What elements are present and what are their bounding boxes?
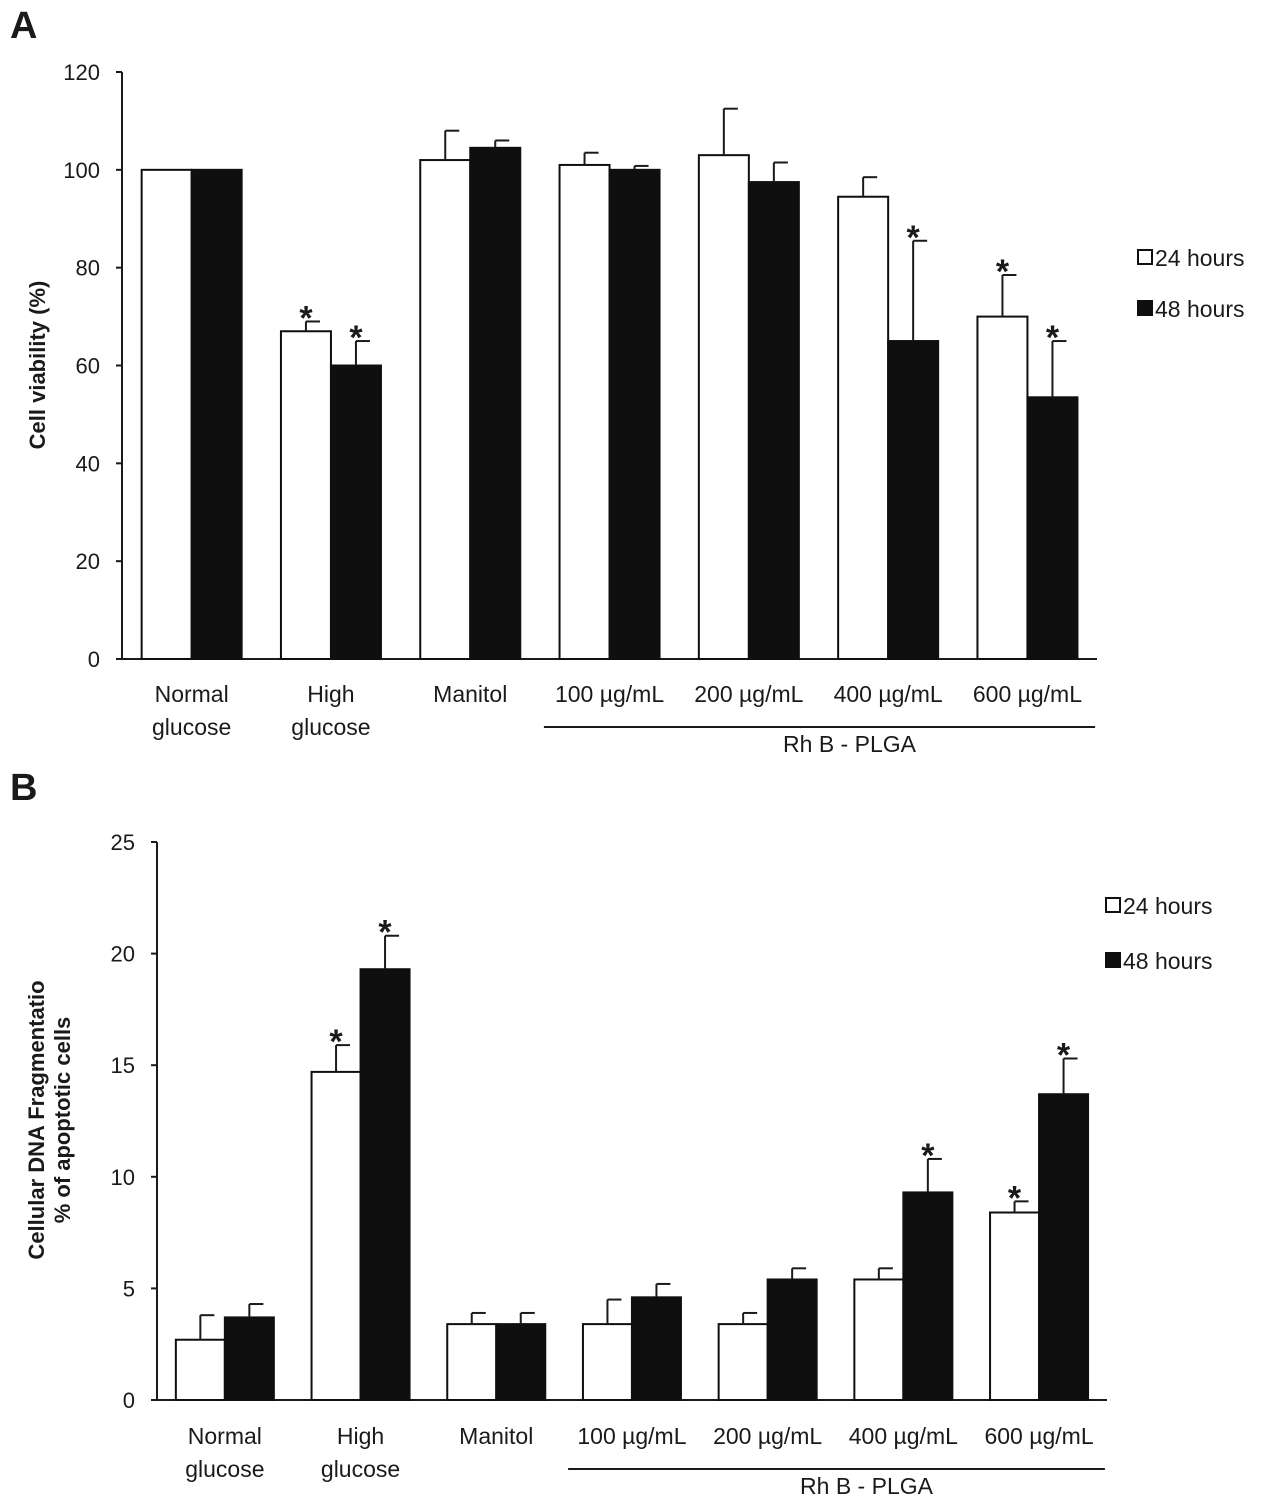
panel-label: B xyxy=(10,767,37,809)
bar-48h xyxy=(495,1323,547,1402)
category-label: 200 µg/mL xyxy=(694,681,803,707)
bar-48h xyxy=(630,1296,682,1401)
category-label: 600 µg/mL xyxy=(984,1423,1093,1449)
bar-24h xyxy=(140,168,193,660)
legend-label: 24 hours xyxy=(1155,245,1245,271)
bar-48h xyxy=(469,146,522,660)
y-tick-label: 0 xyxy=(88,647,100,672)
bar-24h xyxy=(837,195,890,661)
group-label: Rh B - PLGA xyxy=(800,1473,934,1499)
category-label: glucose xyxy=(185,1456,264,1482)
category-label: 100 µg/mL xyxy=(577,1423,686,1449)
bar-48h xyxy=(1038,1093,1090,1401)
category-label: glucose xyxy=(152,714,231,740)
y-tick-label: 60 xyxy=(76,354,100,379)
bar-24h xyxy=(279,330,332,660)
legend-swatch-24h xyxy=(1137,249,1153,265)
category-label: High xyxy=(307,681,354,707)
category-label: Normal xyxy=(155,681,229,707)
category-label: glucose xyxy=(291,714,370,740)
significance-marker: * xyxy=(921,1137,935,1175)
y-tick-label: 120 xyxy=(63,60,100,85)
y-tick-label: 20 xyxy=(111,942,135,967)
bar-24h xyxy=(558,163,611,660)
y-tick-label: 40 xyxy=(76,451,100,476)
y-tick-label: 15 xyxy=(111,1053,135,1078)
bar-24h xyxy=(989,1211,1041,1401)
bar-48h xyxy=(359,968,411,1401)
category-label: High xyxy=(337,1423,384,1449)
legend-label: 48 hours xyxy=(1155,296,1245,322)
bar-48h xyxy=(902,1191,954,1401)
bar-24h xyxy=(853,1278,905,1402)
group-label: Rh B - PLGA xyxy=(783,731,917,757)
category-label: glucose xyxy=(321,1456,400,1482)
y-tick-label: 0 xyxy=(123,1388,135,1413)
significance-marker: * xyxy=(378,914,392,952)
significance-marker: * xyxy=(1046,319,1060,357)
y-tick-label: 80 xyxy=(76,256,100,281)
bar-48h xyxy=(190,168,243,660)
chart-panel-a: A 0 20 40 60 80 100 120 Cell viability (%) Normal… xyxy=(10,5,1245,757)
significance-marker: * xyxy=(907,219,921,257)
legend-swatch-24h xyxy=(1105,897,1121,913)
legend: 24 hours 48 hours xyxy=(1137,245,1245,322)
legend-label: 48 hours xyxy=(1123,948,1213,974)
y-axis-label-line: Cell viability (%) xyxy=(25,281,50,450)
significance-marker: * xyxy=(299,299,313,337)
panel-label: A xyxy=(10,5,37,47)
bar-24h xyxy=(581,1323,633,1402)
y-axis-label: Cellular DNA Fragmentatio% of apoptotic … xyxy=(24,980,75,1259)
bar-48h xyxy=(223,1316,275,1402)
bar-48h xyxy=(766,1278,818,1402)
category-label: 600 µg/mL xyxy=(973,681,1082,707)
legend-swatch-48h xyxy=(1105,952,1121,968)
significance-marker: * xyxy=(996,253,1010,291)
category-label: Normal xyxy=(188,1423,262,1449)
y-tick-label: 5 xyxy=(123,1276,135,1301)
significance-marker: * xyxy=(349,319,363,357)
bar-24h xyxy=(697,154,750,661)
y-axis-label: Cell viability (%) xyxy=(25,281,50,450)
bar-24h xyxy=(976,315,1029,660)
bar-48h xyxy=(747,181,800,660)
bar-24h xyxy=(174,1338,226,1401)
y-axis-label-line: Cellular DNA Fragmentatio xyxy=(24,980,49,1259)
significance-marker: * xyxy=(1057,1037,1071,1075)
legend: 24 hours 48 hours xyxy=(1105,893,1213,974)
chart-panel-b: B 0 5 10 15 20 25 Cellular DNA Fragmentatio% of… xyxy=(10,767,1213,1499)
bar-24h xyxy=(310,1070,362,1401)
significance-marker: * xyxy=(1008,1179,1022,1217)
category-label: 400 µg/mL xyxy=(834,681,943,707)
y-tick-label: 25 xyxy=(111,830,135,855)
bar-48h xyxy=(887,340,940,660)
y-axis-label-line: % of apoptotic cells xyxy=(50,1017,75,1224)
legend-swatch-48h xyxy=(1137,300,1153,316)
category-label: 400 µg/mL xyxy=(849,1423,958,1449)
bar-48h xyxy=(329,364,382,660)
category-label: Manitol xyxy=(433,681,507,707)
y-tick-label: 20 xyxy=(76,549,100,574)
y-tick-label: 100 xyxy=(63,158,100,183)
bar-24h xyxy=(446,1323,498,1402)
category-label: 200 µg/mL xyxy=(713,1423,822,1449)
bar-48h xyxy=(608,168,661,660)
category-label: Manitol xyxy=(459,1423,533,1449)
bar-24h xyxy=(419,159,472,661)
bar-24h xyxy=(717,1323,769,1402)
y-tick-label: 10 xyxy=(111,1165,135,1190)
significance-marker: * xyxy=(329,1023,343,1061)
bar-48h xyxy=(1026,396,1079,660)
legend-label: 24 hours xyxy=(1123,893,1213,919)
category-label: 100 µg/mL xyxy=(555,681,664,707)
